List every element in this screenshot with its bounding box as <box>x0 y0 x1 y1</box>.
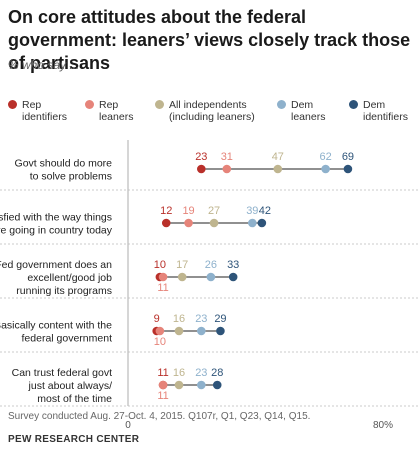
row-5-label-line-3: most of the time <box>37 393 112 405</box>
row-1-dot-rep-identifiers <box>197 164 206 174</box>
x-tick-0: 0 <box>125 420 131 431</box>
row-5-value-dem-identifiers: 28 <box>211 367 223 379</box>
row-1-value-independents: 47 <box>272 151 284 163</box>
row-2-dot-rep-identifiers <box>161 218 171 228</box>
row-5-dot-independents <box>174 380 184 390</box>
chart-subtitle: % who say ... <box>8 58 80 72</box>
row-2-label-line-1: Satisfied with the way things <box>0 212 112 224</box>
row-3-value-dem-leaners: 26 <box>205 259 217 271</box>
row-4-value-dem-leaners: 23 <box>195 313 207 325</box>
row-3-label-line-3: running its programs <box>16 285 112 297</box>
row-1-value-dem-leaners: 62 <box>320 151 332 163</box>
row-2-dot-dem-identifiers <box>257 218 267 228</box>
row-5-label-line-2: just about always/ <box>28 380 113 392</box>
legend-label-dem-leaners: Dem leaners <box>291 99 326 123</box>
row-2-label-line-2: are going in country today <box>0 225 113 237</box>
row-5-value-dem-leaners: 23 <box>195 367 207 379</box>
row-4-value-dem-identifiers: 29 <box>214 313 226 325</box>
row-4-dot-independents <box>174 326 184 336</box>
legend-dot-rep-identifiers <box>8 100 17 109</box>
row-1-value-dem-identifiers: 69 <box>342 151 354 163</box>
legend-dot-dem-leaners <box>277 100 286 109</box>
row-5-value-rep-leaners: 11 <box>157 390 168 402</box>
row-5-label-line-1: Can trust federal govt <box>12 367 112 379</box>
row-2-value-independents: 27 <box>208 205 220 217</box>
row-5-dot-rep-leaners <box>158 380 168 390</box>
legend-label-independents: All independents (including leaners) <box>169 99 255 123</box>
row-3-dot-independents <box>177 272 187 282</box>
row-1-label-line-2: to solve problems <box>30 171 112 183</box>
row-3-dot-rep-leaners <box>158 272 168 282</box>
row-2-dot-independents <box>209 218 219 228</box>
row-1-dot-independents <box>273 164 283 174</box>
row-1-dot-rep-leaners <box>222 164 232 174</box>
row-3-label-line-2: excellent/good job <box>27 272 112 284</box>
row-4-label-line-1: Basically content with the <box>0 320 112 332</box>
row-3-dot-dem-leaners <box>206 272 216 282</box>
row-4-dot-rep-leaners <box>155 326 165 336</box>
x-tick-80: 80% <box>373 420 393 431</box>
legend-dot-dem-identifiers <box>349 100 358 109</box>
row-4-dot-dem-leaners <box>197 326 206 336</box>
row-3-dot-dem-identifiers <box>228 272 238 282</box>
legend-dot-independents <box>155 100 164 109</box>
legend-label-dem-identifiers: Dem identifiers <box>363 99 408 123</box>
row-2-value-rep-leaners: 19 <box>182 205 194 217</box>
row-5-dot-dem-identifiers <box>212 380 222 390</box>
row-1-value-rep-leaners: 31 <box>221 151 233 163</box>
row-4-dot-dem-identifiers <box>216 326 225 336</box>
row-1-dot-dem-leaners <box>321 164 330 174</box>
row-2-value-dem-identifiers: 42 <box>259 205 271 217</box>
row-2-value-dem-leaners: 39 <box>246 205 258 217</box>
row-3-label-line-1: Fed government does an <box>0 259 112 271</box>
row-3-value-rep-leaners: 11 <box>157 282 168 294</box>
row-1-dot-dem-identifiers <box>343 164 353 174</box>
row-4-label-line-2: federal government <box>22 333 113 345</box>
row-2-dot-dem-leaners <box>248 218 257 228</box>
row-2-value-rep-identifiers: 12 <box>160 205 172 217</box>
brand-logo-text: PEW RESEARCH CENTER <box>8 434 140 445</box>
row-5-value-independents: 16 <box>173 367 185 379</box>
row-3-value-independents: 17 <box>176 259 188 271</box>
row-5-value-rep-identifiers: 11 <box>157 367 168 379</box>
row-1-value-rep-identifiers: 23 <box>195 151 207 163</box>
legend-dot-rep-leaners <box>85 100 94 109</box>
row-2-dot-rep-leaners <box>184 218 193 228</box>
row-5-dot-dem-leaners <box>197 380 206 390</box>
row-4-value-rep-leaners: 10 <box>154 336 166 348</box>
row-1-label-line-1: Govt should do more <box>15 158 113 170</box>
row-3-value-rep-identifiers: 10 <box>154 259 166 271</box>
legend-label-rep-identifiers: Rep identifiers <box>22 99 67 123</box>
source-note: Survey conducted Aug. 27-Oct. 4, 2015. Q… <box>8 411 311 422</box>
legend-label-rep-leaners: Rep leaners <box>99 99 134 123</box>
row-4-value-rep-identifiers: 9 <box>154 313 160 325</box>
row-3-value-dem-identifiers: 33 <box>227 259 239 271</box>
row-4-value-independents: 16 <box>173 313 185 325</box>
chart-title: On core attitudes about the federal gove… <box>8 7 411 73</box>
